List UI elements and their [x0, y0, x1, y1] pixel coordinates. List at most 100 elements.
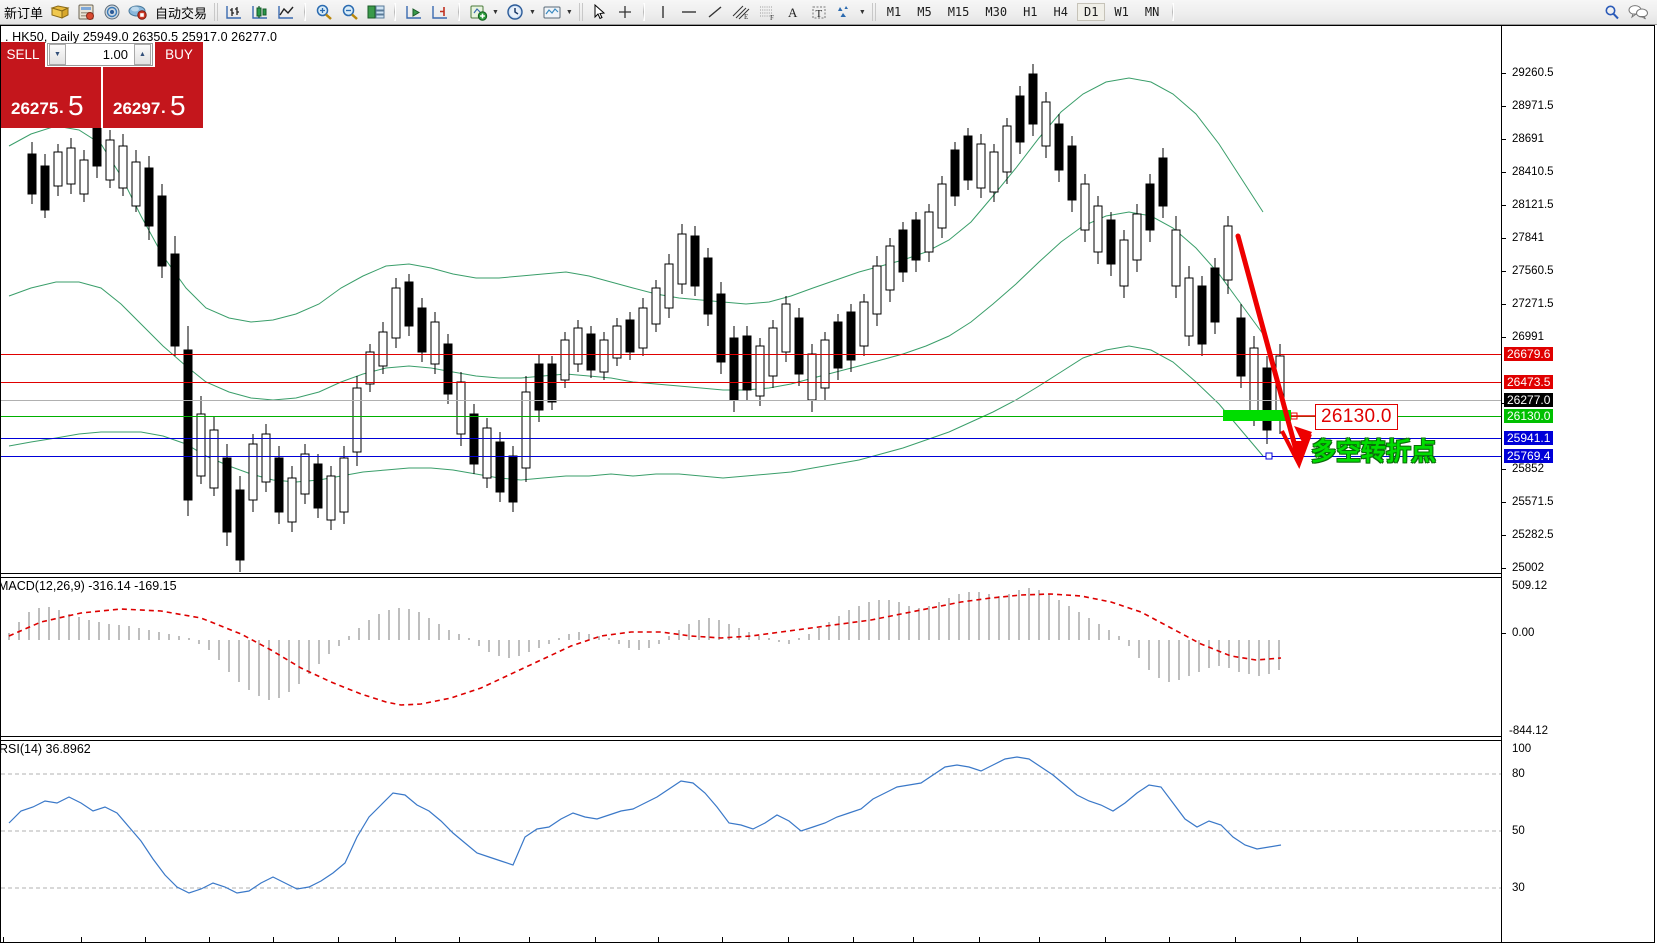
support-zone-band[interactable]: [1223, 410, 1291, 421]
toolbar-separator: [304, 3, 307, 21]
tab-timeframe-h1[interactable]: H1: [1023, 5, 1038, 19]
trendline-icon[interactable]: [702, 1, 728, 23]
price-tick-label: 29260.5: [1512, 67, 1554, 79]
time-tick: [853, 937, 854, 942]
crosshair-icon[interactable]: [612, 1, 638, 23]
vline-icon[interactable]: [650, 1, 676, 23]
price-tag-current[interactable]: 26277.0: [1504, 393, 1554, 407]
time-tick: [1235, 937, 1236, 942]
axis-tick: [1502, 535, 1506, 536]
volume-stepper[interactable]: ▼ 1.00 ▲: [47, 43, 153, 66]
tab-timeframe-h4[interactable]: H4: [1053, 5, 1068, 19]
tab-timeframe-m30[interactable]: M30: [985, 5, 1008, 19]
price-tick-label: 27841: [1512, 232, 1544, 244]
chart-shift-icon[interactable]: [401, 1, 427, 23]
price-tick-label: 27271.5: [1512, 298, 1554, 310]
new-order-label[interactable]: 新订单: [4, 5, 44, 21]
period-icon[interactable]: [502, 1, 528, 23]
hline-icon[interactable]: [676, 1, 702, 23]
buy-price-dot: .: [161, 98, 166, 117]
text-icon[interactable]: A: [780, 1, 806, 23]
tab-timeframe-m1[interactable]: M1: [886, 5, 902, 19]
folder-icon[interactable]: [47, 1, 73, 23]
buy-button[interactable]: BUY: [155, 42, 203, 67]
tab-timeframe-d1[interactable]: D1: [1076, 3, 1106, 21]
sell-price-integer: 26275: [11, 99, 59, 118]
sell-price-block[interactable]: 26275 . 5: [1, 67, 103, 128]
auto-scroll-icon[interactable]: [427, 1, 453, 23]
volume-decrement-button[interactable]: ▼: [49, 44, 66, 65]
label-icon[interactable]: T: [806, 1, 832, 23]
downtrend-arrow-annotation[interactable]: [1181, 196, 1361, 476]
zoom-in-icon[interactable]: [311, 1, 337, 23]
chinese-note-annotation[interactable]: 多空转折点: [1311, 437, 1437, 466]
chevron-down-icon-period[interactable]: ▼: [528, 8, 536, 16]
toolbar-grip[interactable]: [214, 3, 219, 21]
line-chart-icon[interactable]: [273, 1, 299, 23]
price-tag-resistance-1[interactable]: 26679.6: [1504, 347, 1554, 361]
time-axis[interactable]: Jun 2019 11 Jul 2019 23 Jul 2019 2 Aug 2…: [1, 937, 1654, 942]
price-tag-blue-2[interactable]: 25769.4: [1504, 449, 1554, 463]
time-tick: [273, 937, 274, 942]
volume-input[interactable]: 1.00: [102, 47, 128, 62]
axis-tick: [1502, 502, 1506, 503]
template-icon[interactable]: [539, 1, 565, 23]
price-tag-support[interactable]: 26130.0: [1504, 409, 1554, 423]
price-tag-blue-1[interactable]: 25941.1: [1504, 431, 1554, 445]
tab-timeframe-mn[interactable]: MN: [1144, 5, 1160, 19]
autotrading-label[interactable]: 自动交易: [155, 5, 208, 21]
time-tick: [913, 937, 914, 942]
signals-icon[interactable]: [99, 1, 125, 23]
time-tick: [338, 937, 339, 942]
resistance-line-2[interactable]: [1, 382, 1501, 383]
macd-signal-line: [8, 593, 1282, 706]
autotrading-icon[interactable]: [125, 1, 151, 23]
chart-area[interactable]: 26130.0 多空转折点 MACD(12,26,9) -316.14 -169…: [0, 25, 1655, 943]
panel-separator-macd: [1, 573, 1501, 574]
time-tick: [788, 937, 789, 942]
zoom-out-icon[interactable]: [337, 1, 363, 23]
chat-icon[interactable]: [1625, 1, 1651, 23]
bar-chart-icon[interactable]: [221, 1, 247, 23]
tab-timeframe-m15[interactable]: M15: [947, 5, 970, 19]
candle-chart-icon[interactable]: [247, 1, 273, 23]
shapes-icon[interactable]: [832, 1, 858, 23]
support-line-green[interactable]: [1, 416, 1501, 417]
cursor-icon[interactable]: [586, 1, 612, 23]
axis-tick: [1502, 106, 1506, 107]
chevron-down-icon-template[interactable]: ▼: [565, 8, 573, 16]
terminal-icon[interactable]: [73, 1, 99, 23]
resistance-line-1[interactable]: [1, 354, 1501, 355]
toolbar-grip-3[interactable]: [871, 3, 876, 21]
chevron-down-icon-shapes[interactable]: ▼: [858, 8, 866, 16]
add-indicator-icon[interactable]: [465, 1, 491, 23]
tab-timeframe-m5[interactable]: M5: [917, 5, 932, 19]
price-plot[interactable]: 26130.0 多空转折点 MACD(12,26,9) -316.14 -169…: [1, 26, 1501, 942]
fibonacci-icon[interactable]: F: [754, 1, 780, 23]
panel-separator-rsi-2: [1, 740, 1501, 741]
rsi-line: [8, 756, 1282, 894]
tab-timeframe-w1[interactable]: W1: [1114, 5, 1129, 19]
line-handle-blue[interactable]: [1265, 452, 1273, 460]
support-line-blue-1[interactable]: [1, 438, 1501, 439]
one-click-trading-panel[interactable]: SELL ▼ 1.00 ▲ BUY 26275 . 5 26297 . 5: [1, 42, 203, 128]
price-axis[interactable]: 29260.5 28971.5 28691 28410.5 28121.5 27…: [1501, 26, 1654, 942]
support-line-blue-2[interactable]: [1, 456, 1501, 457]
search-icon[interactable]: [1599, 1, 1625, 23]
volume-increment-button[interactable]: ▲: [134, 44, 151, 65]
macd-subchart[interactable]: [1, 578, 1501, 736]
equidistant-icon[interactable]: E: [728, 1, 754, 23]
price-tag-resistance-2[interactable]: 26473.5: [1504, 375, 1554, 389]
time-tick: [3, 937, 4, 942]
data-window-icon[interactable]: [363, 1, 389, 23]
chevron-down-icon-indicator[interactable]: ▼: [492, 8, 499, 16]
price-box-annotation[interactable]: 26130.0: [1315, 404, 1398, 430]
rsi-subchart[interactable]: [1, 741, 1501, 937]
toolbar-grip-2[interactable]: [578, 3, 583, 21]
rsi-indicator-label: RSI(14) 36.8962: [1, 742, 91, 756]
one-click-controls-row: SELL ▼ 1.00 ▲ BUY: [1, 42, 203, 67]
toolbar-separator-3: [458, 3, 461, 21]
sell-button[interactable]: SELL: [1, 42, 45, 67]
buy-price-block[interactable]: 26297 . 5: [103, 67, 203, 128]
